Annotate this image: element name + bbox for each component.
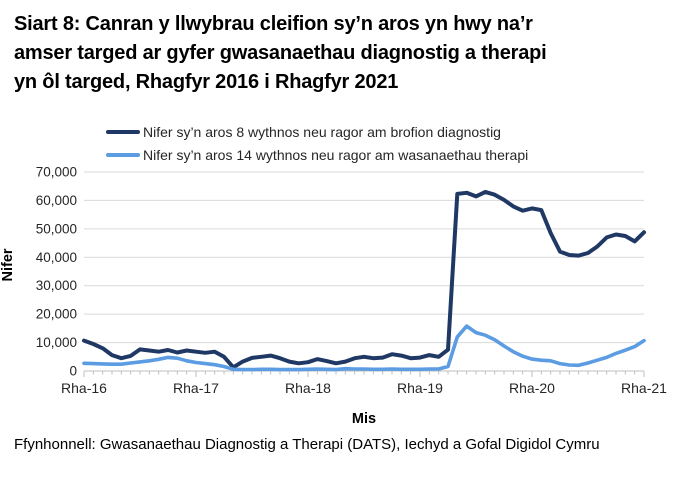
y-tick-label: 40,000: [36, 250, 77, 265]
y-tick-label: 70,000: [36, 165, 77, 180]
legend-item-therapi: Nifer sy’n aros 14 wythnos neu ragor am …: [106, 146, 528, 163]
chart-title: Siart 8: Canran y llwybrau cleifion sy’n…: [14, 10, 679, 97]
line-chart-canvas: 0 10,000 20,000 30,000 40,000 50,000 60,000 70,…: [0, 165, 667, 428]
x-tick-label: Rha-19: [397, 380, 443, 396]
x-tick-label: Rha-17: [173, 380, 219, 396]
chart-legend: Nifer sy’n aros 8 wythnos neu ragor am b…: [106, 123, 528, 169]
legend-line-swatch-therapi: [106, 152, 140, 157]
x-tick-label: Rha-18: [285, 380, 331, 396]
chart-title-line-2: amser targed ar gyfer gwasanaethau diagn…: [14, 42, 547, 64]
chart-title-line-1: Siart 8: Canran y llwybrau cleifion sy’n…: [14, 13, 533, 35]
y-tick-label: 50,000: [36, 221, 77, 236]
legend-label-diagnostig: Nifer sy’n aros 8 wythnos neu ragor am b…: [143, 123, 501, 140]
x-tick-label: Rha-20: [509, 380, 555, 396]
y-axis-title: Nifer: [0, 248, 16, 281]
legend-label-therapi: Nifer sy’n aros 14 wythnos neu ragor am …: [143, 146, 529, 163]
chart-title-line-3: yn ôl targed, Rhagfyr 2016 i Rhagfyr 202…: [14, 71, 399, 93]
y-tick-label: 10,000: [36, 335, 77, 350]
y-tick-label: 0: [69, 364, 77, 379]
y-tick-label: 60,000: [36, 193, 77, 208]
x-tick-label: Rha-16: [61, 380, 107, 396]
series-line-diagnostig: [82, 189, 646, 370]
legend-item-diagnostig: Nifer sy’n aros 8 wythnos neu ragor am b…: [106, 123, 528, 140]
y-tick-label: 30,000: [36, 278, 77, 293]
source-note: Ffynhonnell: Gwasanaethau Diagnostig a T…: [14, 436, 600, 453]
x-tick-label: Rha-21: [621, 380, 667, 396]
legend-line-swatch-diagnostig: [106, 129, 140, 134]
series-line-therapi: [82, 324, 646, 372]
x-axis-title: Mis: [352, 411, 376, 427]
y-tick-label: 20,000: [36, 307, 77, 322]
